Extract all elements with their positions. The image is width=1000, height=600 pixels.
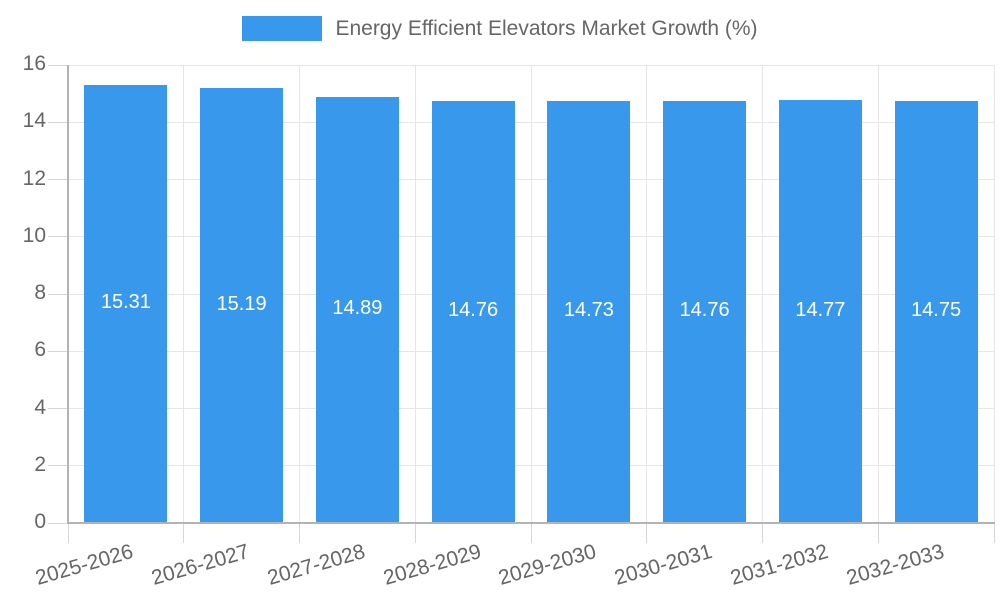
x-axis-tick-label: 2032-2033: [843, 540, 947, 590]
x-tick-mark: [762, 523, 763, 543]
bar-value-label: 14.75: [911, 298, 962, 321]
bar: [547, 101, 631, 523]
bar-value-label: 15.31: [100, 290, 151, 313]
y-axis-tick-label: 8: [34, 281, 46, 304]
y-axis-tick-label: 10: [22, 223, 46, 247]
bar-value-label: 14.89: [332, 296, 383, 319]
x-axis-tick-label: 2031-2032: [727, 540, 831, 590]
legend-swatch: [242, 16, 323, 41]
x-axis-tick-label: 2028-2029: [380, 540, 484, 590]
y-axis-tick-label: 2: [34, 452, 46, 476]
x-tick-mark: [530, 523, 532, 543]
y-axis-tick-label: 14: [22, 109, 46, 133]
y-axis-tick-label: 0: [34, 510, 46, 533]
y-tick-mark: [48, 350, 68, 352]
bar: [431, 100, 515, 523]
bar: [663, 100, 747, 523]
x-axis-tick-label: 2027-2028: [264, 540, 368, 590]
y-axis-line: [67, 65, 69, 523]
legend-label: Energy Efficient Elevators Market Growth…: [335, 16, 758, 40]
y-tick-mark: [48, 236, 68, 238]
bar: [778, 100, 862, 523]
gridline-vertical: [877, 65, 879, 523]
y-tick-mark: [48, 408, 68, 409]
x-tick-mark: [299, 523, 300, 543]
gridline-vertical: [530, 65, 532, 523]
gridline-vertical: [646, 65, 648, 523]
y-axis-tick-label: 12: [22, 166, 46, 190]
x-axis-tick-label: 2025-2026: [33, 540, 137, 590]
bar: [200, 88, 284, 523]
gridline-vertical: [414, 65, 416, 523]
bar-value-label: 15.19: [216, 292, 267, 315]
gridline-vertical: [993, 65, 995, 523]
y-tick-mark: [48, 121, 68, 123]
y-tick-mark: [48, 522, 68, 524]
bar-value-label: 14.77: [795, 298, 846, 321]
chart-legend[interactable]: Energy Efficient Elevators Market Growth…: [0, 16, 1000, 41]
y-axis-tick-label: 4: [34, 395, 46, 419]
bar: [84, 84, 168, 523]
x-tick-mark: [67, 523, 69, 543]
x-tick-mark: [877, 523, 879, 543]
x-axis-tick-label: 2026-2027: [149, 540, 252, 590]
y-tick-mark: [48, 465, 68, 467]
y-tick-mark: [48, 64, 68, 66]
y-tick-mark: [48, 179, 68, 180]
gridline-vertical: [299, 65, 300, 523]
x-axis-tick-label: 2029-2030: [496, 540, 600, 590]
bar: [315, 96, 399, 523]
x-tick-mark: [183, 523, 185, 543]
x-tick-mark: [993, 523, 995, 543]
gridline-vertical: [762, 65, 763, 523]
x-axis-line: [67, 522, 995, 524]
y-axis-tick-label: 6: [34, 338, 46, 362]
y-axis-tick-label: 16: [22, 52, 46, 75]
y-tick-mark: [48, 293, 68, 295]
x-tick-mark: [646, 523, 648, 543]
bar-value-label: 14.73: [563, 299, 614, 322]
bar-value-label: 14.76: [679, 298, 730, 321]
gridline-vertical: [183, 65, 185, 523]
bar: [894, 100, 978, 523]
x-tick-mark: [414, 523, 416, 543]
x-axis-tick-label: 2030-2031: [612, 540, 715, 590]
bar-value-label: 14.76: [448, 298, 499, 321]
